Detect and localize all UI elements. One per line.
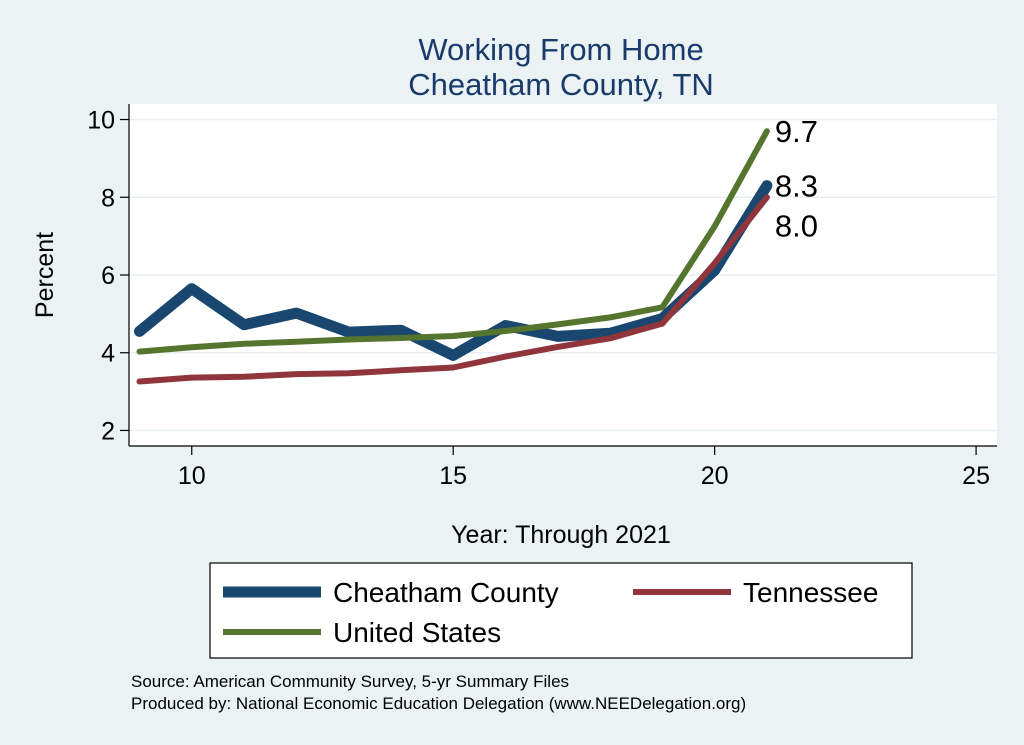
chart-subtitle: Cheatham County, TN [408,67,714,102]
y-tick-label: 6 [101,262,115,290]
x-tick-label: 10 [178,462,206,490]
y-axis-title: Percent [31,232,59,318]
x-tick-label: 15 [439,462,467,490]
legend-box [209,562,913,659]
series-lines [134,128,773,385]
y-axis: 2 4 6 8 10 [87,107,129,445]
y-tick-label: 8 [101,184,115,212]
x-axis-title: Year: Through 2021 [451,521,671,549]
producer-note: Produced by: National Economic Education… [131,694,746,713]
chart-title: Working From Home [418,32,703,67]
gridlines [129,118,997,432]
legend-label-united-states: United States [333,617,501,648]
y-tick-label: 4 [101,340,115,368]
end-labels: 8.3 8.0 9.7 [775,114,818,243]
y-tick-label: 10 [87,107,115,135]
x-tick-label: 25 [962,462,990,490]
end-label-tennessee: 8.0 [775,208,818,243]
x-tick-label: 20 [701,462,729,490]
legend-label-tennessee: Tennessee [743,577,878,608]
y-tick-label: 2 [101,417,115,445]
x-axis: 10 15 20 25 [178,446,990,490]
end-label-united-states: 9.7 [775,114,818,149]
legend: Cheatham County Tennessee United States [209,562,913,659]
source-note: Source: American Community Survey, 5-yr … [131,672,569,691]
end-label-cheatham-county: 8.3 [775,169,818,204]
legend-label-cheatham-county: Cheatham County [333,577,559,608]
